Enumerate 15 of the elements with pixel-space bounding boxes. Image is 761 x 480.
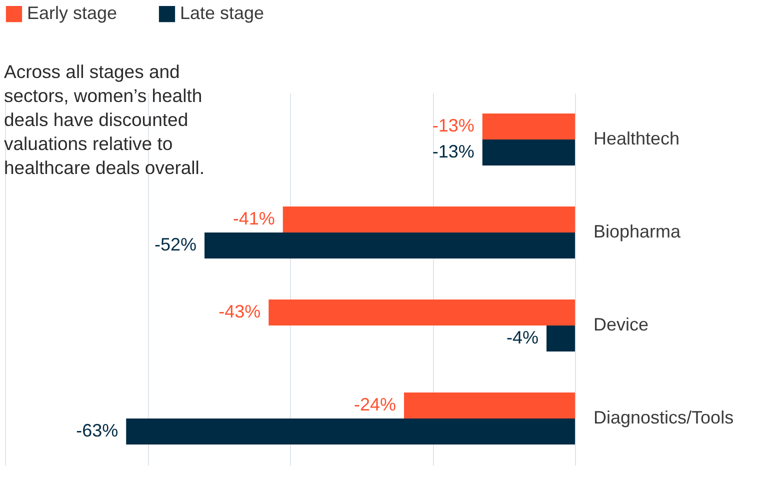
y-tick-label: Diagnostics/Tools bbox=[594, 408, 734, 428]
annotation: Across all stages and sectors, women’s health deals have discounted valuations relative to healthcare deals overall. bbox=[4, 61, 205, 178]
legend-label: Early stage bbox=[27, 3, 118, 23]
y-tick-label: Device bbox=[594, 314, 649, 334]
data-label: -41% bbox=[232, 208, 275, 228]
data-label: -13% bbox=[432, 115, 474, 136]
data-label: -4% bbox=[506, 328, 538, 348]
data-label: -52% bbox=[154, 234, 196, 255]
y-tick-label: Healthtech bbox=[594, 128, 680, 148]
legend-label: Late stage bbox=[180, 3, 264, 23]
data-label: -24% bbox=[354, 394, 396, 414]
data-label: -13% bbox=[432, 142, 474, 162]
y-tick-label: Biopharma bbox=[594, 222, 682, 242]
data-label: -43% bbox=[218, 301, 261, 322]
data-label: -63% bbox=[76, 420, 118, 441]
